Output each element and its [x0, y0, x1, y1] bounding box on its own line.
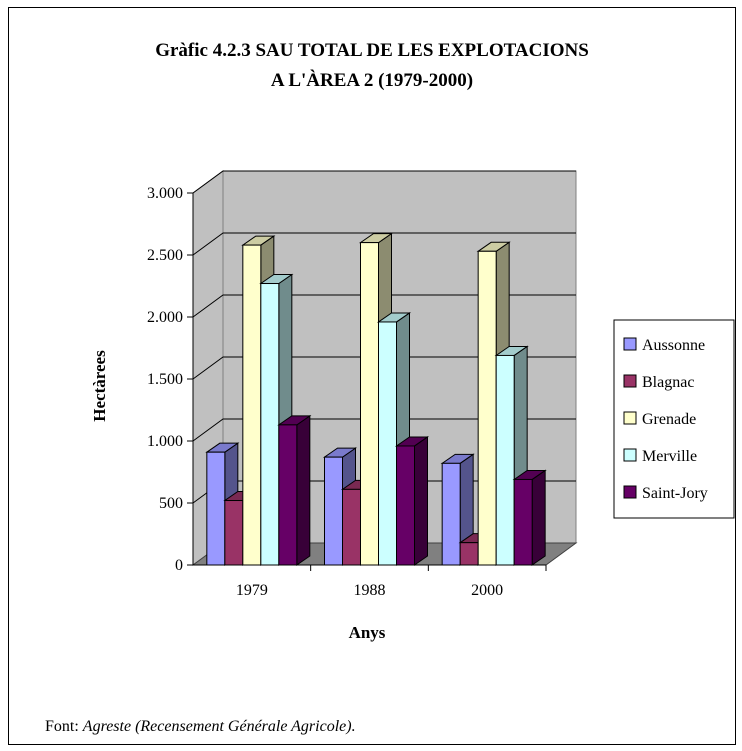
bar-blagnac [342, 488, 361, 566]
y-tick-label: 1.000 [147, 433, 183, 450]
bar-saint-jory-side [414, 436, 428, 566]
x-axis-title: Anys [349, 623, 386, 642]
legend-swatch [623, 448, 637, 462]
bar-aussonne [441, 462, 461, 566]
chart-frame: Gràfic 4.2.3 SAU TOTAL DE LES EXPLOTACIO… [8, 7, 736, 745]
chart-title-line1: Gràfic 4.2.3 SAU TOTAL DE LES EXPLOTACIO… [155, 40, 589, 61]
y-tick-label: 2.000 [147, 309, 183, 326]
legend-swatch [623, 485, 637, 499]
source-note: Font: Agreste (Recensement Générale Agri… [45, 718, 356, 736]
bar-blagnac [224, 500, 244, 566]
bar-blagnac [459, 542, 479, 566]
bar-grenade [477, 250, 497, 566]
y-tick-label: 0 [175, 557, 183, 574]
y-tick-label: 500 [159, 495, 183, 512]
x-tick-label: 1979 [236, 582, 268, 599]
legend-label: Saint-Jory [642, 485, 708, 502]
plot-area: 0 500 1.000 1.500 2.000 2.500 3.000 1979 1988 200… [147, 170, 578, 599]
bar-saint-jory [396, 445, 415, 566]
bar-grenade [360, 242, 379, 566]
bar-saint-jory [513, 478, 533, 566]
y-tick-label: 3.000 [147, 185, 183, 202]
x-tick-label: 1988 [354, 582, 386, 599]
x-tick-label: 2000 [471, 582, 503, 599]
source-text: Agreste (Recensement Générale Agricole). [82, 718, 356, 735]
bar-grenade [242, 244, 262, 566]
y-tick-label: 1.500 [147, 371, 183, 388]
legend-swatch [623, 374, 637, 388]
legend-swatch [623, 337, 637, 351]
legend: Aussonne Blagnac Grenade Merville Saint-Jory [613, 319, 735, 519]
legend-label: Grenade [642, 411, 696, 428]
chart-title-line2: A L'ÀREA 2 (1979-2000) [271, 69, 473, 91]
legend-label: Blagnac [642, 374, 694, 391]
bar-saint-jory-side [296, 414, 311, 566]
source-prefix: Font: [45, 718, 83, 735]
legend-label: Merville [642, 448, 697, 465]
gridline [192, 418, 576, 442]
gridline [192, 294, 576, 318]
bar-aussonne [206, 451, 226, 566]
bar-chart: Gràfic 4.2.3 SAU TOTAL DE LES EXPLOTACIO… [90, 40, 735, 642]
legend-swatch [623, 411, 637, 425]
bar-merville [260, 283, 280, 566]
y-tick-label: 2.500 [147, 247, 183, 264]
bar-saint-jory [278, 424, 298, 566]
bar-merville [495, 354, 515, 566]
y-axis-title: Hectàrees [90, 350, 109, 422]
gridline [192, 170, 576, 194]
bar-saint-jory-side [531, 469, 546, 566]
gridline [192, 356, 576, 380]
bar-merville [378, 321, 397, 566]
bar-aussonne [324, 456, 343, 566]
gridline [192, 232, 576, 256]
legend-label: Aussonne [642, 337, 705, 354]
